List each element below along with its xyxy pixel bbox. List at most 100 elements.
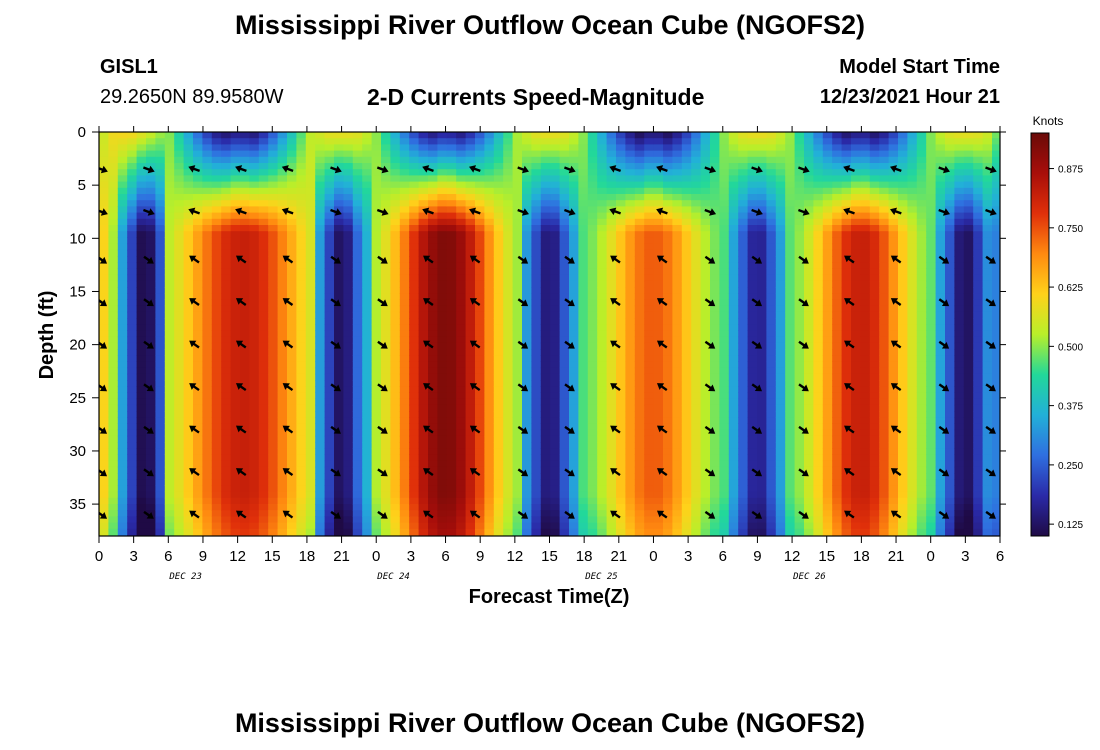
heatmap-cell [747,187,758,195]
heatmap-cell [569,342,579,350]
heatmap-cell [644,231,655,238]
heatmap-cell [691,485,702,493]
heatmap-cell [456,274,467,282]
heatmap-cell [503,144,514,152]
heatmap-cell [249,485,260,493]
heatmap-cell [493,256,504,263]
heatmap-cell [578,243,589,251]
heatmap-cell [315,156,326,164]
heatmap-cell [381,156,391,164]
heatmap-cell [804,231,814,238]
heatmap-cell [456,367,467,375]
heatmap-cell [446,522,457,530]
heatmap-cell [540,237,551,245]
heatmap-cell [663,330,673,338]
heatmap-cell [127,256,138,263]
heatmap-cell [390,299,401,307]
heatmap-cell [418,417,429,424]
heatmap-cell [794,181,805,189]
heatmap-cell [174,448,185,455]
heatmap-cell [503,262,514,269]
heatmap-cell [221,373,232,381]
heatmap-cell [625,206,636,214]
heatmap-cell [381,324,391,331]
heatmap-cell [211,361,222,369]
heatmap-cell [305,404,316,412]
heatmap-cell [531,473,542,480]
heatmap-cell [503,448,514,455]
heatmap-cell [343,504,354,511]
heatmap-cell [456,386,467,393]
heatmap-cell [644,429,655,437]
heatmap-cell [625,411,636,418]
heatmap-cell [202,398,213,406]
heatmap-cell [108,386,119,393]
heatmap-cell [493,218,504,226]
heatmap-cell [324,355,335,362]
heatmap-cell [663,274,673,282]
heatmap-cell [785,516,796,524]
heatmap-cell [202,454,213,462]
heatmap-cell [428,336,438,344]
heatmap-cell [512,194,523,201]
heatmap-cell [409,268,420,276]
heatmap-cell [437,280,448,288]
heatmap-cell [719,324,730,331]
heatmap-cell [362,367,373,375]
heatmap-cell [719,473,730,480]
heatmap-cell [634,411,645,418]
heatmap-cell [390,318,401,325]
heatmap-cell [681,491,692,499]
heatmap-cell [230,442,241,449]
heatmap-cell [531,299,542,307]
heatmap-cell [804,367,814,375]
heatmap-cell [164,330,175,338]
heatmap-cell [211,299,222,307]
heatmap-cell [183,225,194,232]
heatmap-cell [691,181,702,189]
heatmap-cell [644,156,655,164]
heatmap-cell [211,311,222,319]
heatmap-cell [644,454,655,462]
heatmap-cell [644,256,655,263]
heatmap-cell [352,386,363,393]
heatmap-cell [446,442,457,449]
heatmap-cell [484,330,495,338]
heatmap-cell [691,355,702,362]
heatmap-cell [710,256,720,263]
heatmap-cell [211,256,222,263]
heatmap-cell [757,144,767,152]
heatmap-cell [465,268,476,276]
heatmap-cell [117,268,128,276]
heatmap-cell [625,218,636,226]
heatmap-cell [230,231,241,238]
heatmap-cell [183,187,194,195]
heatmap-cell [672,138,683,145]
heatmap-cell [738,460,749,468]
heatmap-cell [371,423,382,431]
heatmap-cell [493,411,504,418]
heatmap-cell [493,342,504,350]
heatmap-cell [672,429,683,437]
heatmap-cell [324,497,335,505]
heatmap-cell [305,194,316,201]
heatmap-cell [343,132,354,139]
heatmap-cell [437,262,448,269]
heatmap-cell [569,528,579,536]
heatmap-cell [362,187,373,195]
heatmap-cell [183,330,194,338]
heatmap-cell [117,249,128,257]
heatmap-cell [446,485,457,493]
heatmap-cell [287,318,297,325]
heatmap-cell [804,163,814,170]
heatmap-cell [315,355,326,362]
heatmap-cell [522,355,532,362]
heatmap-cell [164,280,175,288]
heatmap-cell [738,448,749,455]
heatmap-cell [578,361,589,369]
heatmap-cell [691,305,702,313]
heatmap-cell [428,163,438,170]
heatmap-cell [775,355,786,362]
heatmap-cell [399,504,410,511]
heatmap-cell [465,479,476,486]
